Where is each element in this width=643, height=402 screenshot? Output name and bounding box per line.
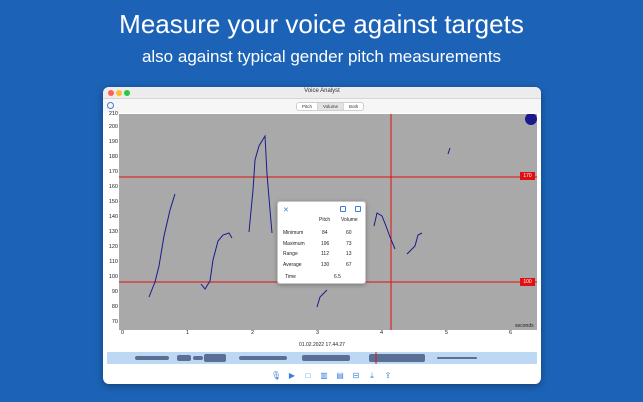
y-tick: 80 [111,304,118,310]
col-header-pitch: Pitch [319,217,331,223]
recording-timestamp: 01.02.2022 17.44.27 [299,342,345,348]
pitch-trace [148,134,451,308]
y-tick: 180 [108,154,118,160]
y-tick: 140 [108,214,118,220]
pitch-segment [373,212,396,250]
x-axis: 0 1 2 3 4 5 6 [119,330,537,337]
window-title: Voice Analyst [304,88,340,94]
stat-label: Minimum [283,230,304,236]
stat-volume: 73 [346,241,352,247]
x-tick: 3 [316,330,320,336]
stat-pitch: 84 [322,230,328,236]
stats-popup: ✕ Pitch Volume Minimum 84 60 Maximum 196… [277,201,366,284]
y-tick: 130 [108,229,118,235]
y-tick: 190 [108,139,118,145]
y-tick: 90 [111,289,118,295]
settings-icon[interactable] [107,102,114,109]
target-high-badge: 170 [520,172,535,180]
stop-icon[interactable]: □ [305,371,311,380]
x-tick: 4 [380,330,384,336]
y-tick: 150 [108,199,118,205]
subheadline: also against typical gender pitch measur… [141,47,502,66]
tab-volume[interactable]: Volume [318,103,345,110]
pitch-segment [316,289,328,308]
y-tick: 70 [111,319,118,325]
y-tick: 120 [108,244,118,250]
stat-label: Range [283,251,298,257]
play-icon[interactable]: ▶ [288,371,296,380]
y-tick: 200 [108,124,118,130]
toolbar: Pitch Volume Both [103,99,541,113]
stat-volume: 67 [346,262,352,268]
col-header-volume: Volume [341,217,358,223]
stat-pitch: 112 [321,251,329,257]
stat-volume: 13 [346,251,352,257]
close-icon[interactable]: ✕ [283,207,289,214]
pitch-segment [248,134,273,234]
x-tick: 5 [445,330,449,336]
pitch-segment [200,232,233,290]
y-tick: 160 [108,184,118,190]
pitch-segment [447,147,451,155]
stat-label: Average [283,262,302,268]
y-tick: 100 [108,274,118,280]
x-tick: 6 [509,330,513,336]
waveform-canvas [135,352,477,364]
waveform-scrubber[interactable] [107,352,537,364]
bottom-toolbar: 🎙 ▶ □ ▥ ▤ ⊟ ⤓ ⇪ [271,371,393,380]
mic-icon[interactable]: 🎙 [271,371,282,380]
stat-volume: 60 [346,230,352,236]
copy-icon[interactable] [340,206,346,212]
calendar-icon[interactable]: ▤ [336,371,344,380]
chart-icon[interactable]: ▥ [320,371,328,380]
download-icon[interactable]: ⤓ [370,371,374,380]
y-tick: 110 [109,259,118,265]
tab-pitch[interactable]: Pitch [297,103,319,110]
headline: Measure your voice against targets [119,9,524,39]
x-tick: 1 [186,330,190,336]
y-tick: 210 [108,111,118,117]
time-label: Time [285,274,296,280]
app-window: Voice Analyst Pitch Volume Both 210 2 00 … [103,87,541,384]
close-window-button[interactable] [108,90,114,96]
title-bar: Voice Analyst [103,87,541,99]
view-segmented-control: Pitch Volume Both [296,102,365,111]
pitch-graph[interactable]: 170 100 [119,114,537,330]
tab-both[interactable]: Both [349,104,359,109]
x-tick: 2 [251,330,255,336]
pitch-segment [148,193,176,298]
pitch-segment [406,232,423,255]
minimize-window-button[interactable] [116,90,122,96]
waveform-bars [135,354,477,362]
x-axis-unit: seconds [515,323,534,329]
share-icon[interactable]: ⇪ [384,371,392,380]
share-icon[interactable] [355,206,361,212]
y-tick: 170 [108,169,118,175]
x-tick: 0 [121,330,125,336]
target-low-badge: 100 [520,278,535,286]
zoom-window-button[interactable] [124,90,130,96]
stat-pitch: 130 [321,262,330,268]
time-value: 6.5 [334,274,341,280]
stat-label: Maximum [283,241,305,247]
stat-pitch: 196 [321,241,330,247]
level-indicator-dot [525,114,537,125]
archive-icon[interactable]: ⊟ [352,371,360,380]
pitch-graph-canvas [119,114,537,330]
